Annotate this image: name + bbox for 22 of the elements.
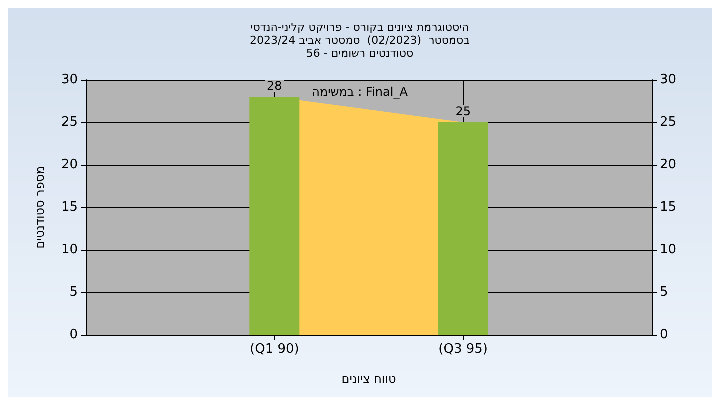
y2-tick-label: 25 — [660, 115, 677, 130]
y-tick-label: 30 — [61, 72, 78, 88]
y2-tick-label: 5 — [660, 285, 668, 300]
y-axis-title: מספר סטודנטים — [33, 166, 47, 249]
y-tick-label: 20 — [61, 158, 78, 172]
y2-tick-label: 30 — [660, 72, 677, 88]
x-tick-label: (Q1 90) — [250, 342, 300, 357]
y-tick-label: 10 — [61, 242, 78, 258]
y-tick-label: 25 — [61, 115, 78, 130]
annotation: במשימה : Final_A — [312, 85, 409, 99]
y-tick-label: 15 — [61, 200, 78, 215]
x-axis-title: טווח ציונים — [342, 372, 396, 386]
data-label: 25 — [456, 104, 471, 118]
y2-tick-label: 0 — [660, 328, 668, 342]
y2-tick-label: 15 — [660, 200, 677, 215]
x-tick-label: (Q3 95) — [438, 342, 488, 357]
data-label: 28 — [267, 79, 282, 93]
y2-tick-label: 10 — [660, 242, 677, 258]
y2-tick-label: 20 — [660, 158, 677, 172]
y-tick-label: 0 — [70, 328, 78, 342]
chart-title: היסטוגרמת ציונים בקורס - פרויקט קליני-הנדסי בסמסטר (02/2023) סמסטר אביב 2023/24 סטודנטים רשומים - 56 — [250, 21, 470, 60]
y-tick-label: 5 — [70, 285, 78, 300]
